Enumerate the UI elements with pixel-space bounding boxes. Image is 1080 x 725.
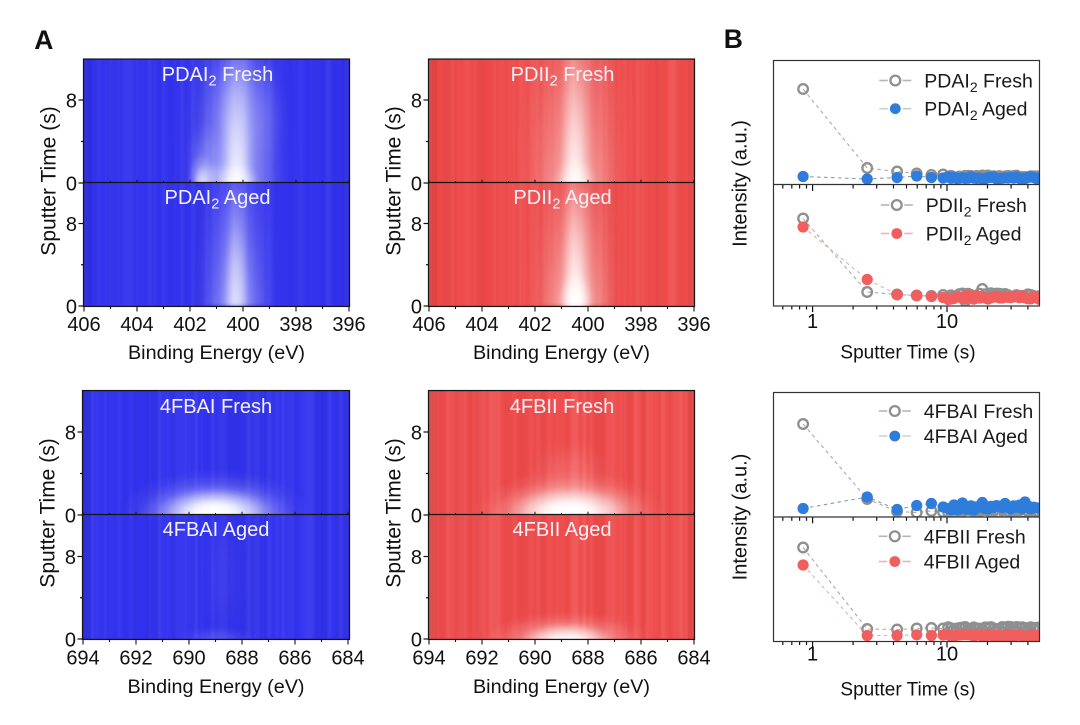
svg-text:4FBAI Fresh: 4FBAI Fresh	[160, 396, 272, 418]
svg-text:0: 0	[411, 173, 422, 195]
svg-text:690: 690	[518, 648, 551, 670]
svg-text:Sputter Time (s): Sputter Time (s)	[840, 343, 975, 364]
svg-text:8: 8	[411, 214, 422, 236]
svg-text:8: 8	[65, 422, 76, 444]
svg-text:396: 396	[677, 314, 710, 336]
svg-text:PDAI2 Fresh: PDAI2 Fresh	[162, 64, 273, 90]
svg-text:402: 402	[173, 314, 206, 336]
svg-text:A: A	[34, 25, 53, 55]
svg-text:694: 694	[66, 648, 99, 670]
svg-text:398: 398	[624, 314, 657, 336]
svg-text:0: 0	[65, 505, 76, 527]
svg-text:8: 8	[411, 90, 422, 112]
svg-text:Sputter Time (s): Sputter Time (s)	[840, 680, 975, 701]
svg-text:8: 8	[65, 547, 76, 569]
svg-text:Binding Energy (eV): Binding Energy (eV)	[127, 676, 304, 698]
svg-text:4FBII Aged: 4FBII Aged	[924, 552, 1020, 574]
svg-text:400: 400	[571, 314, 604, 336]
svg-text:402: 402	[518, 314, 551, 336]
svg-text:Sputter Time (s): Sputter Time (s)	[37, 438, 60, 587]
svg-text:0: 0	[66, 296, 77, 318]
svg-text:404: 404	[120, 314, 153, 336]
svg-text:4FBAI Aged: 4FBAI Aged	[924, 426, 1028, 448]
svg-text:406: 406	[67, 314, 100, 336]
svg-text:PDII2 Fresh: PDII2 Fresh	[511, 64, 615, 90]
svg-text:Sputter Time (s): Sputter Time (s)	[383, 106, 406, 255]
svg-text:686: 686	[624, 648, 657, 670]
svg-text:10: 10	[936, 311, 958, 333]
svg-text:688: 688	[571, 648, 604, 670]
svg-text:1: 1	[807, 311, 818, 333]
svg-text:0: 0	[411, 505, 422, 527]
svg-text:10: 10	[936, 644, 958, 666]
svg-text:Intensity (a.u.): Intensity (a.u.)	[730, 120, 752, 247]
svg-text:684: 684	[331, 648, 364, 670]
svg-text:8: 8	[66, 214, 77, 236]
svg-text:4FBII Aged: 4FBII Aged	[513, 519, 612, 541]
svg-text:692: 692	[465, 648, 498, 670]
svg-text:692: 692	[119, 648, 152, 670]
svg-text:PDII2 Aged: PDII2 Aged	[513, 187, 611, 213]
svg-text:B: B	[724, 24, 743, 54]
svg-text:400: 400	[226, 314, 259, 336]
svg-text:0: 0	[66, 173, 77, 195]
svg-text:1: 1	[807, 644, 818, 666]
svg-text:PDAI2 Fresh: PDAI2 Fresh	[924, 71, 1033, 96]
svg-text:404: 404	[465, 314, 498, 336]
svg-text:Intensity (a.u.): Intensity (a.u.)	[730, 454, 752, 581]
svg-text:684: 684	[677, 648, 710, 670]
svg-text:8: 8	[411, 422, 422, 444]
svg-text:0: 0	[411, 296, 422, 318]
svg-text:PDII2 Fresh: PDII2 Fresh	[926, 195, 1027, 220]
svg-text:Sputter Time (s): Sputter Time (s)	[383, 438, 406, 587]
svg-text:686: 686	[278, 648, 311, 670]
svg-text:4FBII Fresh: 4FBII Fresh	[510, 396, 614, 418]
svg-text:Sputter Time (s): Sputter Time (s)	[38, 106, 61, 255]
svg-text:Binding Energy (eV): Binding Energy (eV)	[473, 342, 650, 364]
svg-text:0: 0	[65, 629, 76, 651]
svg-text:4FBII Fresh: 4FBII Fresh	[924, 526, 1026, 548]
svg-text:Binding Energy (eV): Binding Energy (eV)	[473, 676, 650, 698]
svg-text:690: 690	[172, 648, 205, 670]
svg-text:PDII2 Aged: PDII2 Aged	[926, 224, 1022, 249]
svg-text:8: 8	[411, 547, 422, 569]
svg-text:8: 8	[66, 90, 77, 112]
svg-text:0: 0	[411, 629, 422, 651]
svg-text:4FBAI Aged: 4FBAI Aged	[163, 519, 270, 541]
svg-text:396: 396	[332, 314, 365, 336]
svg-text:406: 406	[412, 314, 445, 336]
svg-text:Binding Energy (eV): Binding Energy (eV)	[128, 342, 305, 364]
svg-text:688: 688	[225, 648, 258, 670]
svg-text:694: 694	[412, 648, 445, 670]
svg-text:398: 398	[279, 314, 312, 336]
svg-text:4FBAI Fresh: 4FBAI Fresh	[924, 401, 1033, 423]
